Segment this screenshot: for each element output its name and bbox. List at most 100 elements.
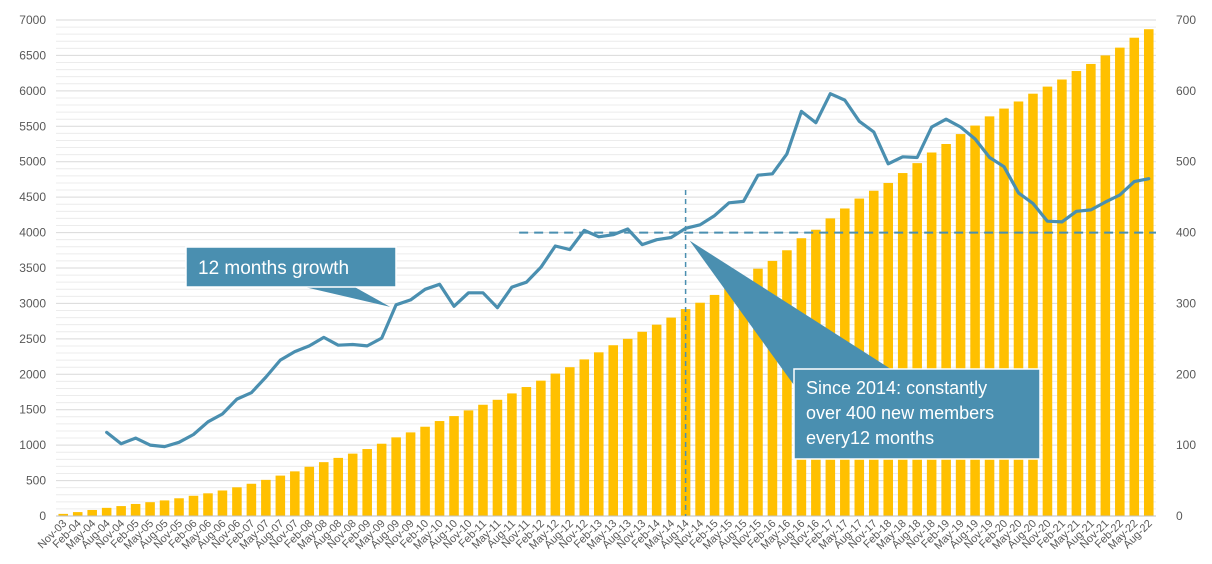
bar [709, 294, 720, 516]
right-y-axis: 0 100 200 300 400 500 600 700 [1176, 13, 1196, 523]
left-axis-tick-label: 5500 [19, 119, 46, 133]
bar [58, 513, 69, 516]
bar [232, 487, 242, 516]
bar [521, 387, 532, 516]
callout-12-months-growth: 12 months growth [185, 246, 397, 307]
left-axis-tick-label: 1000 [19, 438, 46, 452]
left-axis-tick-label: 3500 [19, 261, 46, 275]
bar [1013, 101, 1024, 516]
bar [883, 182, 894, 516]
bar [492, 399, 503, 516]
bar [1071, 71, 1082, 516]
line-series-12-months-growth [105, 92, 1151, 449]
bar [376, 443, 387, 516]
left-y-axis: 0 500 1000 1500 2000 2500 3000 3500 4000 4500 5000… [19, 13, 46, 523]
bar [420, 426, 430, 516]
bar [637, 331, 647, 516]
bar [478, 404, 488, 516]
bar [1042, 86, 1053, 516]
callout-since-2014: Since 2014: constantly over 400 new memb… [689, 240, 1041, 460]
callout-12-months-growth-pointer [296, 285, 391, 307]
bar [1129, 37, 1140, 516]
left-axis-tick-label: 0 [39, 509, 46, 523]
left-axis-tick-label: 3000 [19, 296, 46, 310]
bar [449, 416, 459, 516]
bar [304, 466, 315, 516]
bar [608, 345, 619, 516]
bar [174, 498, 184, 516]
right-axis-tick-label: 700 [1176, 13, 1196, 27]
bar [550, 373, 561, 516]
bar [72, 512, 83, 516]
bar [782, 250, 792, 517]
right-axis-tick-label: 600 [1176, 84, 1196, 98]
bar [275, 475, 286, 516]
bar [666, 317, 676, 516]
callout-12-months-growth-box [185, 246, 397, 288]
bar [318, 462, 329, 516]
right-axis-tick-label: 500 [1176, 155, 1196, 169]
right-axis-tick-label: 300 [1176, 296, 1196, 310]
right-axis-tick-label: 0 [1176, 509, 1183, 523]
left-axis-tick-label: 4500 [19, 190, 46, 204]
bar [897, 173, 908, 516]
bar [405, 432, 416, 516]
bar [507, 393, 517, 516]
bar [101, 507, 112, 516]
bar [536, 380, 546, 516]
bar [188, 495, 199, 516]
bar [463, 410, 474, 516]
bar [767, 260, 778, 516]
bar [941, 144, 951, 516]
left-axis-tick-label: 1500 [19, 403, 46, 417]
bar [87, 509, 97, 516]
callout-since-2014-pointer [689, 240, 894, 399]
bar [622, 338, 633, 516]
bar [116, 506, 126, 516]
bar [1086, 63, 1096, 516]
bar [290, 471, 300, 516]
left-axis-tick-label: 500 [26, 474, 46, 488]
left-axis-tick-label: 5000 [19, 155, 46, 169]
bar [955, 134, 966, 516]
bar [680, 309, 691, 516]
x-axis: Nov-03Feb-04May-04Aug-04Nov-04Feb-05May-… [36, 515, 1156, 552]
bar [246, 483, 257, 516]
left-axis-tick-label: 6000 [19, 84, 46, 98]
left-axis-tick-label: 2500 [19, 332, 46, 346]
right-axis-tick-label: 400 [1176, 226, 1196, 240]
bar [753, 268, 763, 516]
bar [130, 503, 141, 516]
bar [999, 108, 1009, 517]
bar [695, 302, 705, 516]
bar [984, 116, 995, 516]
callout-since-2014-box [793, 368, 1041, 460]
left-axis-tick-label: 4000 [19, 226, 46, 240]
bar-series-total-members [58, 29, 1154, 517]
left-axis-tick-label: 7000 [19, 13, 46, 27]
callout-12-months-growth-text: 12 months growth [198, 258, 349, 279]
bar [434, 421, 445, 516]
bar [1100, 55, 1111, 517]
bar [651, 324, 662, 516]
left-axis-tick-label: 2000 [19, 367, 46, 381]
callout-since-2014-line-3: every12 months [806, 428, 934, 448]
bar [593, 352, 604, 516]
bar [724, 286, 734, 516]
bar [1057, 79, 1067, 517]
right-axis-tick-label: 100 [1176, 438, 1196, 452]
bar [203, 493, 213, 516]
bar [970, 125, 980, 516]
bar [565, 367, 575, 516]
growth-line [105, 92, 1151, 449]
callout-since-2014-line-2: over 400 new members [806, 403, 994, 423]
callout-since-2014-line-1: Since 2014: constantly [806, 378, 987, 398]
left-axis-tick-label: 6500 [19, 48, 46, 62]
bar [1115, 47, 1125, 517]
bar [391, 437, 401, 516]
bar [362, 449, 372, 516]
bar [1143, 29, 1154, 517]
bar [1028, 93, 1038, 516]
right-axis-tick-label: 200 [1176, 367, 1196, 381]
bar [738, 277, 749, 516]
